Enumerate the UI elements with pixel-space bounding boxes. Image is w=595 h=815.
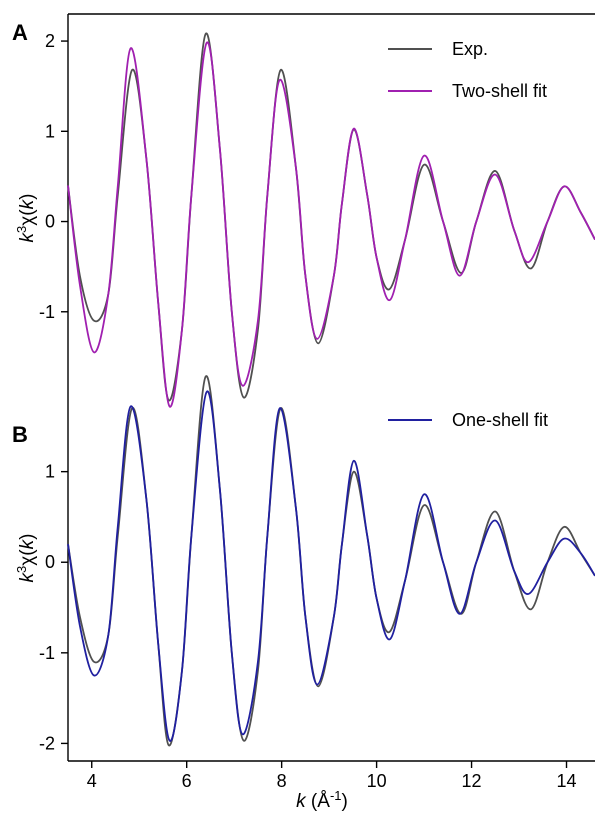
x-tick-label-8: 8 — [277, 771, 287, 791]
x-tick-label-4: 4 — [87, 771, 97, 791]
panel-b-y-tick-label-0: 0 — [45, 552, 55, 572]
x-tick-label-6: 6 — [182, 771, 192, 791]
x-tick-label-10: 10 — [367, 771, 387, 791]
panel-a-legend: Exp. Two-shell fit — [388, 39, 547, 101]
panel-a-y-axis-title: k3χ(k) — [14, 194, 38, 243]
panel-b-y-axis-title: k3χ(k) — [14, 534, 38, 583]
panel-a-y-tick-label--1: -1 — [39, 302, 55, 322]
panel-b-y-tick-label-1: 1 — [45, 462, 55, 482]
x-tick-label-14: 14 — [556, 771, 576, 791]
panel-b-y-tick-label--2: -2 — [39, 733, 55, 753]
series-layer — [67, 32, 595, 747]
panel-b-legend: One-shell fit — [388, 410, 548, 430]
panel-a-series-two-shell-fit — [67, 41, 595, 408]
legend-two-shell-label: Two-shell fit — [452, 81, 547, 101]
panel-b-series-one-shell-fit — [67, 390, 595, 742]
panel-b-series-exp — [67, 375, 595, 747]
panel-b-y-tick-label--1: -1 — [39, 643, 55, 663]
panel-a-y-tick-label-2: 2 — [45, 31, 55, 51]
legend-one-shell-label: One-shell fit — [452, 410, 548, 430]
legend-exp-label: Exp. — [452, 39, 488, 59]
panel-b-letter: B — [12, 422, 28, 447]
panel-a-letter: A — [12, 20, 28, 45]
panel-a-y-tick-label-0: 0 — [45, 212, 55, 232]
x-tick-label-12: 12 — [462, 771, 482, 791]
panel-a-y-tick-label-1: 1 — [45, 121, 55, 141]
x-axis-title: k (Å-1) — [296, 788, 348, 812]
